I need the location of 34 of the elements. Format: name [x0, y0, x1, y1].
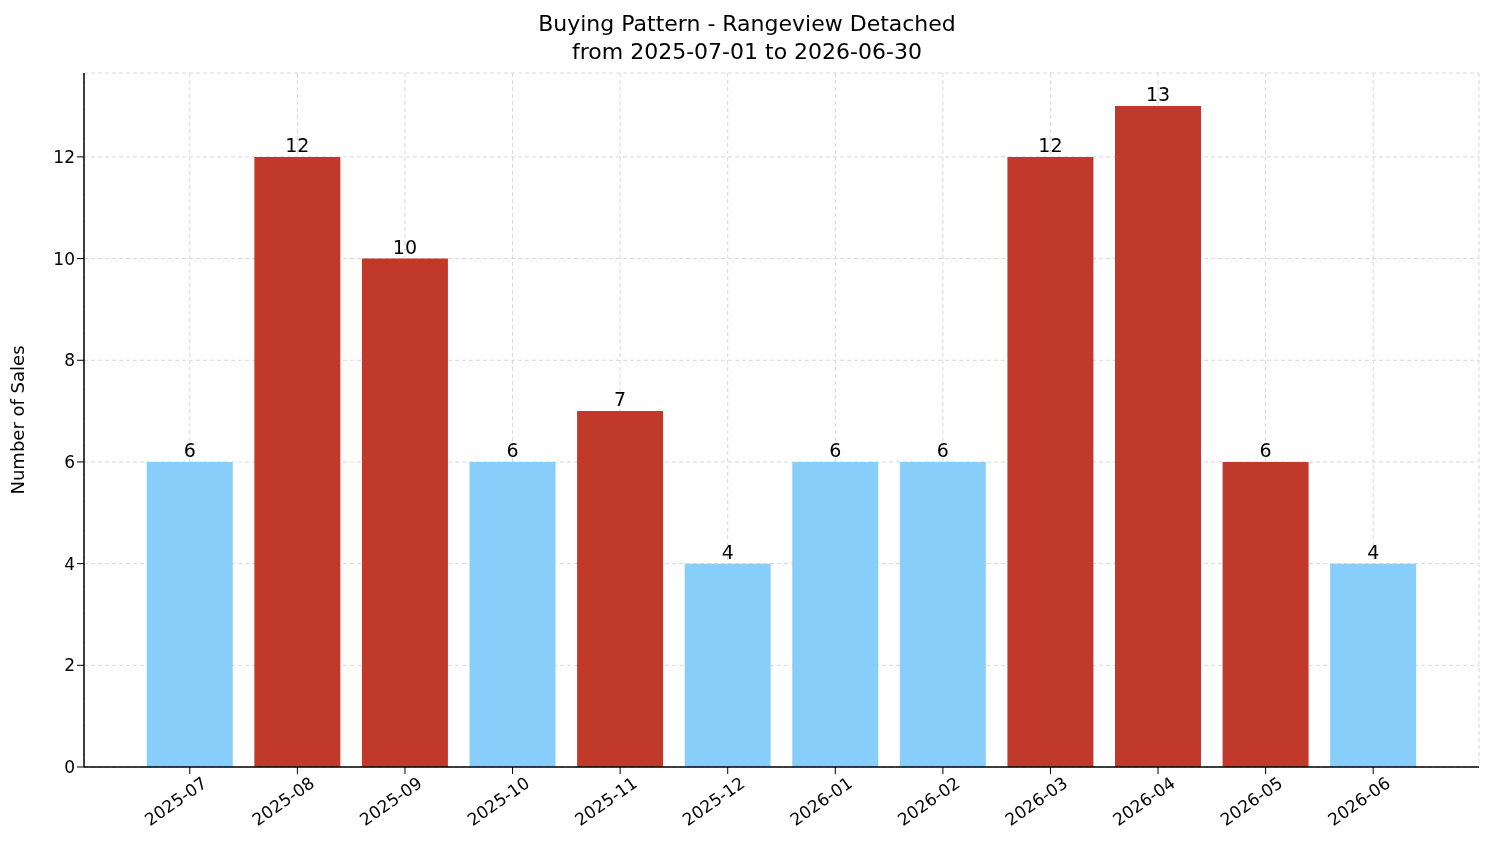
bar — [899, 461, 986, 767]
y-tick-label: 4 — [64, 553, 75, 574]
y-tick-label: 10 — [53, 248, 75, 269]
data-label: 4 — [721, 540, 734, 563]
data-label: 6 — [936, 438, 949, 461]
bar — [1007, 156, 1094, 767]
bar — [1330, 563, 1417, 767]
y-axis-title: Number of Sales — [7, 345, 29, 495]
data-label: 4 — [1367, 540, 1380, 563]
bar — [684, 563, 771, 767]
data-label: 10 — [392, 235, 418, 258]
bar — [577, 411, 664, 767]
bar — [1115, 106, 1202, 767]
bar — [254, 156, 341, 767]
data-label: 7 — [614, 388, 627, 411]
y-tick-label: 2 — [64, 655, 75, 676]
y-tick-label: 12 — [53, 146, 75, 167]
bar — [792, 461, 879, 767]
data-label: 6 — [1259, 438, 1272, 461]
bar — [1222, 461, 1309, 767]
bar — [469, 461, 556, 767]
chart-title: Buying Pattern - Rangeview Detached — [537, 10, 957, 38]
chart-subtitle: from 2025-07-01 to 2026-06-30 — [571, 38, 923, 66]
data-label: 13 — [1145, 83, 1171, 106]
data-label: 6 — [829, 438, 842, 461]
bar — [146, 461, 233, 767]
y-tick-label: 6 — [64, 451, 75, 472]
y-tick-label: 0 — [64, 757, 75, 778]
y-tick-label: 8 — [64, 350, 75, 371]
data-label: 12 — [285, 133, 310, 156]
data-label: 6 — [506, 438, 519, 461]
bar — [361, 258, 448, 767]
data-label: 12 — [1038, 133, 1063, 156]
data-label: 6 — [183, 438, 196, 461]
